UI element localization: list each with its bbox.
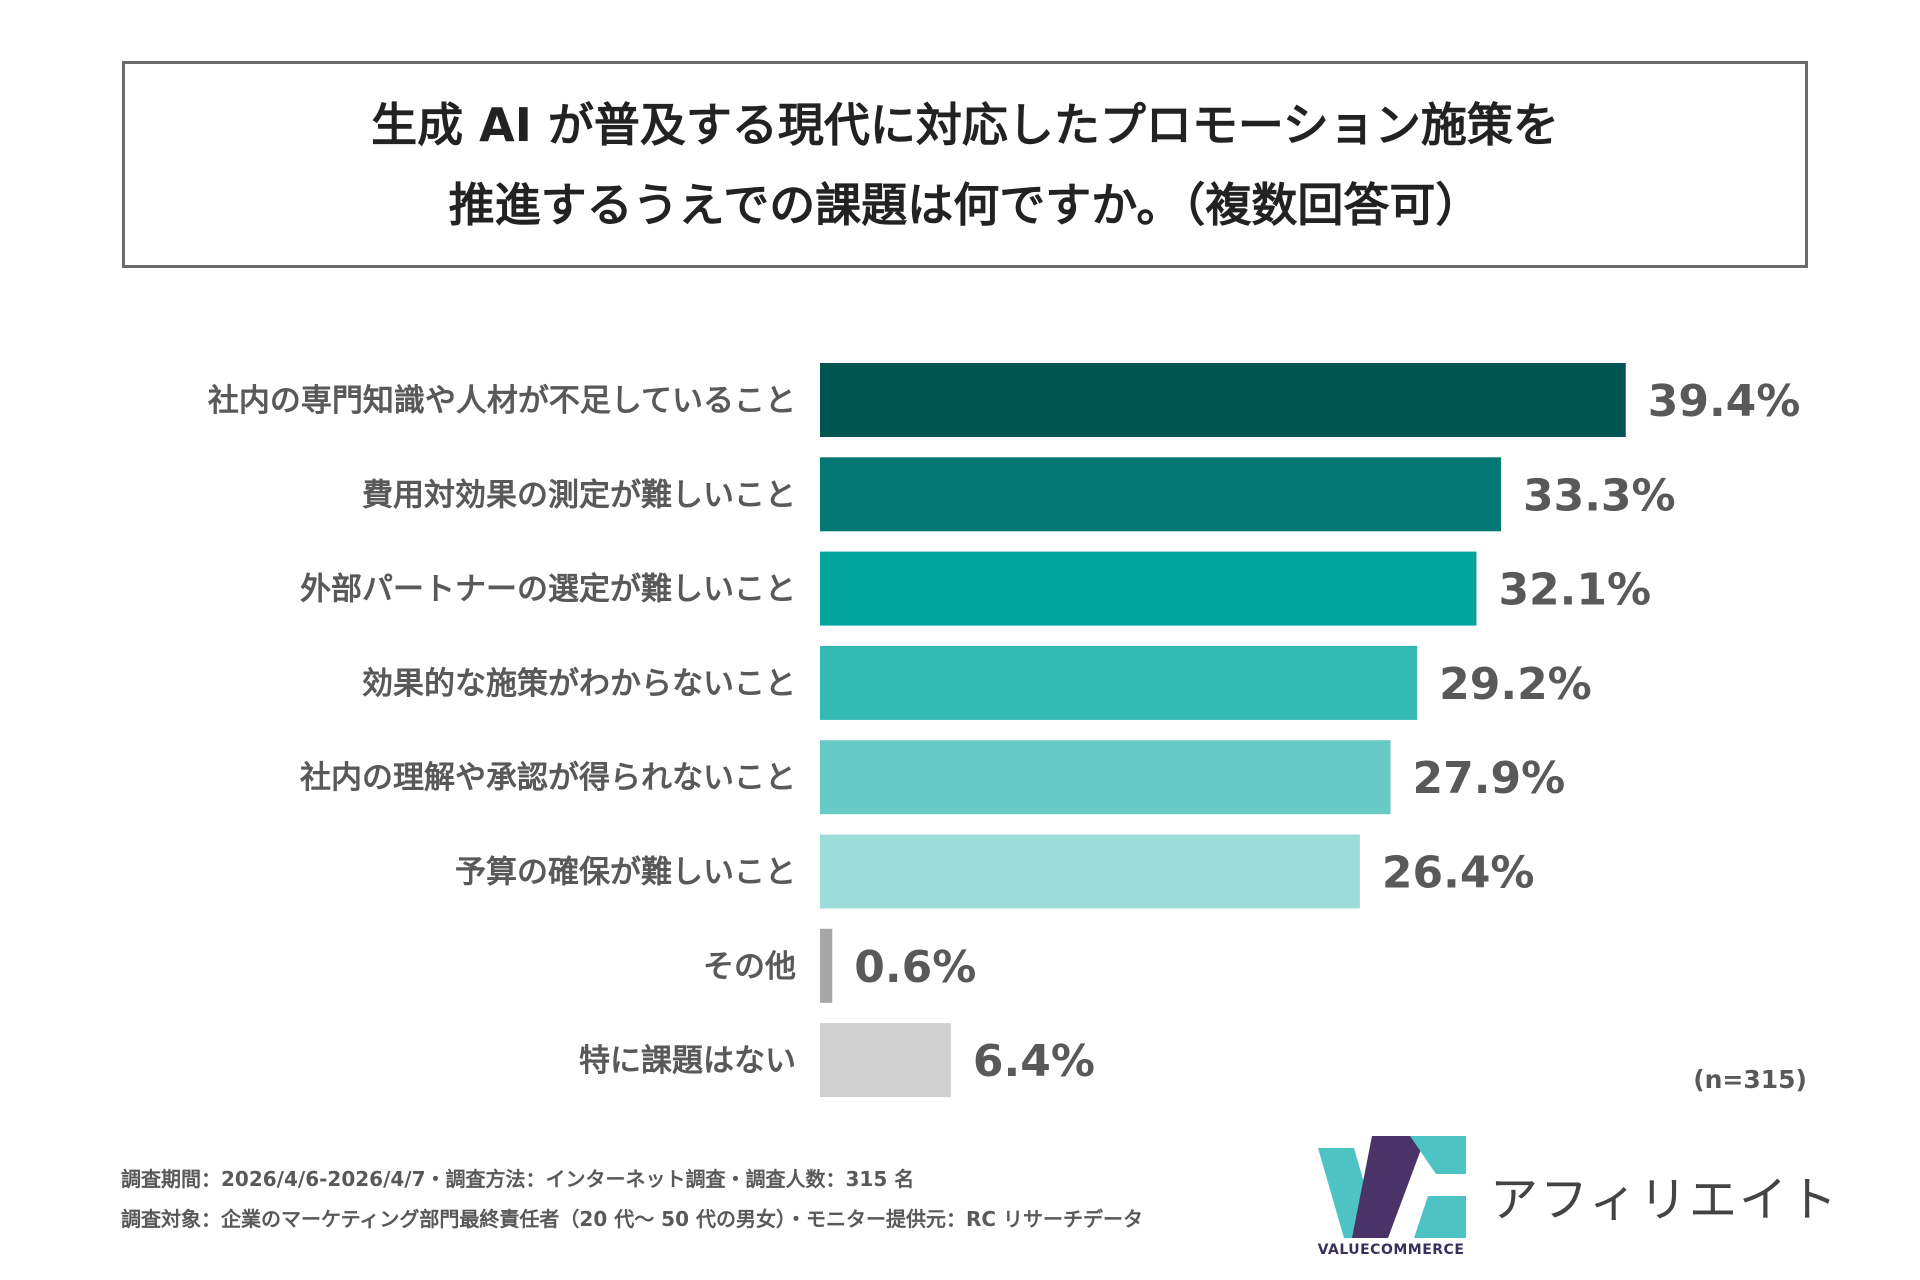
bar-6 [820, 834, 1360, 909]
logo-teal-bottom-shape [1414, 1196, 1466, 1238]
chart-title-box: 生成 AI が普及する現代に対応したプロモーション施策を 推進するうえでの課題は… [122, 61, 1808, 268]
category-label-3: 外部パートナーの選定が難しいこと [300, 572, 796, 608]
logo-product-text: アフィリエイト [1490, 1172, 1840, 1228]
category-label-2: 費用対効果の測定が難しいこと [362, 477, 796, 513]
logo-purple-shape [1352, 1136, 1426, 1238]
chart-title-line-1: 生成 AI が普及する現代に対応したプロモーション施策を [371, 97, 1559, 152]
value-label-8: 6.4% [973, 1036, 1095, 1087]
footer-survey-target: 調査対象：企業のマーケティング部門最終責任者（20 代～ 50 代の男女）・モニ… [121, 1207, 1143, 1231]
bar-5 [820, 740, 1391, 815]
value-label-1: 39.4% [1648, 376, 1801, 427]
value-label-4: 29.2% [1439, 659, 1592, 710]
bar-8 [820, 1023, 951, 1098]
bar-3 [820, 551, 1477, 626]
category-label-4: 効果的な施策がわからないこと [362, 666, 796, 702]
valuecommerce-logo-icon [1318, 1136, 1466, 1238]
category-label-6: 予算の確保が難しいこと [455, 855, 796, 891]
bar-7 [820, 928, 833, 1003]
category-label-5: 社内の理解や承認が得られないこと [300, 760, 796, 796]
category-label-1: 社内の専門知識や人材が不足していること [208, 383, 796, 419]
bar-chart: 社内の専門知識や人材が不足していること 39.4% 費用対効果の測定が難しいこと 33… [208, 363, 1801, 1098]
category-label-7: その他 [703, 949, 796, 985]
category-label-8: 特に課題はない [579, 1043, 796, 1079]
bar-2 [820, 457, 1501, 532]
value-label-2: 33.3% [1523, 470, 1676, 521]
bar-1 [820, 363, 1626, 437]
value-label-5: 27.9% [1413, 753, 1566, 804]
sample-size-note: (n=315) [1693, 1065, 1807, 1094]
value-label-3: 32.1% [1498, 565, 1651, 616]
value-label-7: 0.6% [854, 942, 976, 993]
logo-brand-text: VALUECOMMERCE [1317, 1242, 1465, 1258]
chart-title-line-2: 推進するうえでの課題は何ですか。（複数回答可） [448, 177, 1482, 232]
value-label-6: 26.4% [1382, 848, 1535, 899]
logo-teal-top-shape [1410, 1136, 1466, 1174]
bar-4 [820, 645, 1418, 720]
footer-survey-method: 調査期間：2026/4/6-2026/4/7・調査方法：インターネット調査・調査… [121, 1167, 915, 1191]
